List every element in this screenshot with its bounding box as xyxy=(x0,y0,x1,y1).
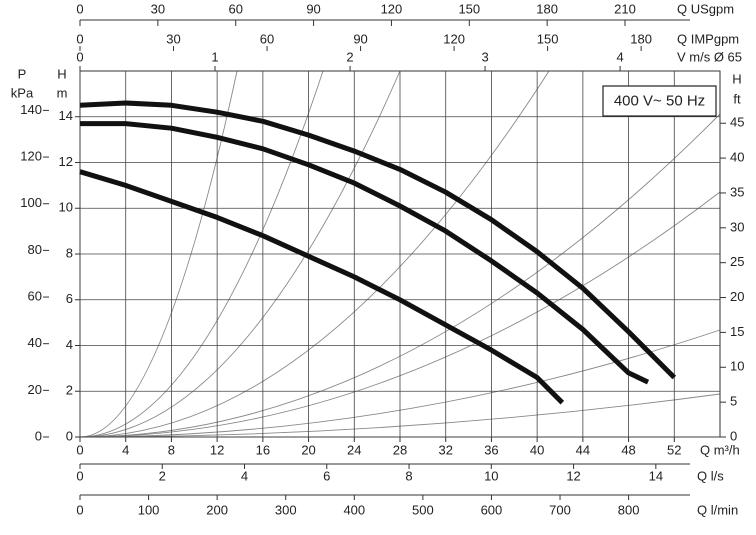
axis-tick-label: 800 xyxy=(618,502,640,517)
x-tick-label: 0 xyxy=(76,442,83,457)
axis-tick-label: 100 xyxy=(20,195,42,210)
x-tick-label: 24 xyxy=(347,442,361,457)
axis-tick-label: 4 xyxy=(616,49,623,64)
axis-tick-label: 8 xyxy=(405,468,412,483)
axis-tick-label: 4 xyxy=(241,468,248,483)
axis-tick-label: 45 xyxy=(730,115,744,130)
axis-tick-label: 200 xyxy=(206,502,228,517)
axis-tick-label: 10 xyxy=(730,359,744,374)
x-tick-label: 28 xyxy=(393,442,407,457)
axis-tick-label: 0 xyxy=(76,1,83,16)
axis-tick-label: 90 xyxy=(306,1,320,16)
pump-curve xyxy=(80,121,650,385)
axis-unit: ft xyxy=(733,91,741,106)
x-tick-label: 36 xyxy=(484,442,498,457)
y-tick-label: 0 xyxy=(66,428,73,443)
y-tick-label: 2 xyxy=(66,383,73,398)
x-tick-label: 48 xyxy=(621,442,635,457)
axis-label: Q l/min xyxy=(697,502,738,517)
axis-tick-label: 6 xyxy=(323,468,330,483)
x-tick-label: 12 xyxy=(210,442,224,457)
axis-tick-label: 400 xyxy=(343,502,365,517)
y-tick-label: 4 xyxy=(66,337,73,352)
axis-tick-label: 5 xyxy=(730,394,737,409)
x-axis-label: Q m³/h xyxy=(700,442,740,457)
y-tick-label: 14 xyxy=(59,108,73,123)
axis-tick-label: 40 xyxy=(730,150,744,165)
axis-tick-label: 80 xyxy=(28,242,42,257)
axis-tick-label: 300 xyxy=(275,502,297,517)
axis-tick-label: 12 xyxy=(566,468,580,483)
axis-tick-label: 120 xyxy=(381,1,403,16)
y-tick-label: 6 xyxy=(66,291,73,306)
axis-tick-label: 0 xyxy=(76,502,83,517)
x-tick-label: 4 xyxy=(122,442,129,457)
y-tick-label: 8 xyxy=(66,245,73,260)
x-tick-label: 40 xyxy=(530,442,544,457)
axis-tick-label: 150 xyxy=(458,1,480,16)
axis-tick-label: 0 xyxy=(76,468,83,483)
y-tick-label: 12 xyxy=(59,154,73,169)
axis-tick-label: 90 xyxy=(353,31,367,46)
axis-tick-label: 0 xyxy=(35,428,42,443)
axis-tick-label: 0 xyxy=(76,49,83,64)
axis-tick-label: 0 xyxy=(76,31,83,46)
axis-label: P xyxy=(18,66,27,81)
x-tick-label: 16 xyxy=(256,442,270,457)
axis-label: H xyxy=(732,71,741,86)
axis-tick-label: 10 xyxy=(484,468,498,483)
axis-tick-label: 140 xyxy=(20,102,42,117)
axis-tick-label: 14 xyxy=(649,468,663,483)
axis-tick-label: 30 xyxy=(151,1,165,16)
axis-tick-label: 60 xyxy=(228,1,242,16)
axis-tick-label: 600 xyxy=(481,502,503,517)
axis-tick-label: 60 xyxy=(260,31,274,46)
axis-label: Q IMPgpm xyxy=(677,31,739,46)
x-tick-label: 44 xyxy=(576,442,590,457)
axis-tick-label: 700 xyxy=(549,502,571,517)
axis-label: V m/s Ø 65 xyxy=(677,49,742,64)
annotation: 400 V~ 50 Hz xyxy=(614,92,705,109)
axis-tick-label: 20 xyxy=(28,382,42,397)
x-tick-label: 8 xyxy=(168,442,175,457)
axis-tick-label: 500 xyxy=(412,502,434,517)
axis-tick-label: 30 xyxy=(166,31,180,46)
axis-tick-label: 100 xyxy=(138,502,160,517)
axis-tick-label: 1 xyxy=(211,49,218,64)
axis-tick-label: 40 xyxy=(28,335,42,350)
axis-tick-label: 0 xyxy=(730,428,737,443)
x-tick-label: 32 xyxy=(438,442,452,457)
axis-tick-label: 60 xyxy=(28,288,42,303)
axis-tick-label: 3 xyxy=(481,49,488,64)
axis-tick-label: 120 xyxy=(443,31,465,46)
axis-tick-label: 15 xyxy=(730,324,744,339)
y-axis-unit: m xyxy=(57,85,68,100)
y-axis-label: H xyxy=(57,66,66,81)
x-tick-label: 52 xyxy=(667,442,681,457)
axis-tick-label: 20 xyxy=(730,289,744,304)
pump-curve xyxy=(79,100,677,380)
axis-tick-label: 210 xyxy=(614,1,636,16)
annotation-box xyxy=(602,85,717,117)
axis-tick-label: 180 xyxy=(536,1,558,16)
axis-label: Q USgpm xyxy=(677,1,734,16)
axis-tick-label: 2 xyxy=(346,49,353,64)
axis-tick-label: 180 xyxy=(630,31,652,46)
axis-tick-label: 120 xyxy=(20,149,42,164)
axis-tick-label: 150 xyxy=(537,31,559,46)
y-tick-label: 10 xyxy=(59,200,73,215)
pump-curve xyxy=(79,169,565,405)
axis-label: Q l/s xyxy=(697,468,724,483)
x-tick-label: 20 xyxy=(301,442,315,457)
axis-tick-label: 2 xyxy=(159,468,166,483)
axis-tick-label: 35 xyxy=(730,184,744,199)
axis-tick-label: 25 xyxy=(730,254,744,269)
axis-tick-label: 30 xyxy=(730,219,744,234)
axis-unit: kPa xyxy=(11,85,34,100)
